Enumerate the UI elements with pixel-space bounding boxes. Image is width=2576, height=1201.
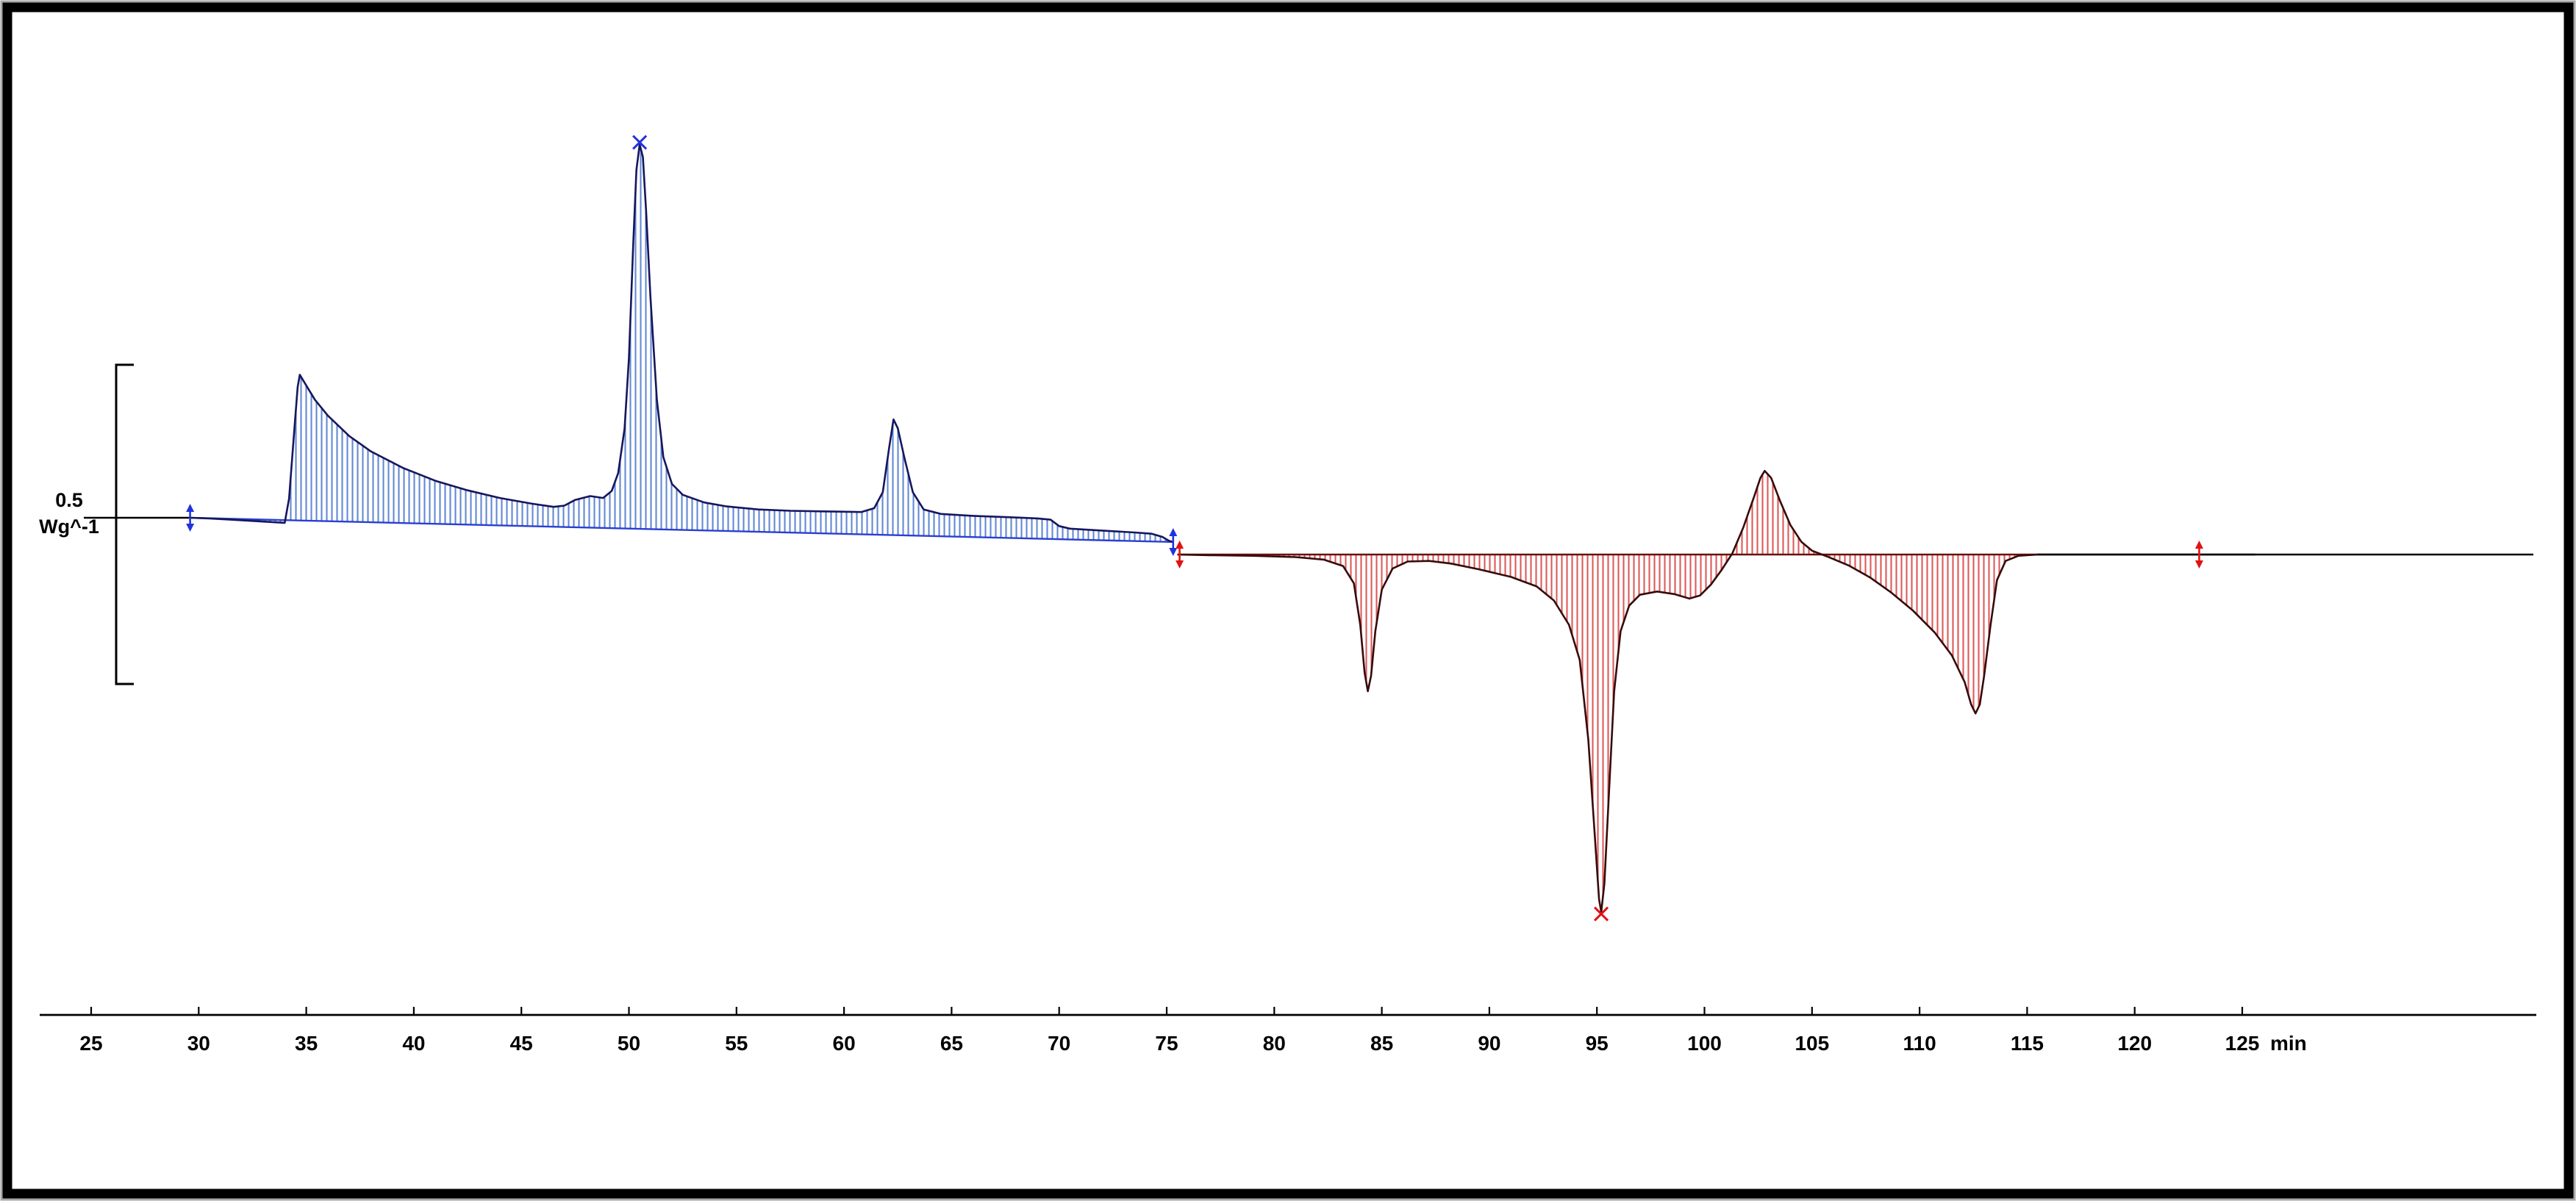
x-tick-label: 75 [1155, 1032, 1178, 1055]
x-tick-label: 110 [1903, 1032, 1936, 1055]
x-tick-label: 125 [2225, 1032, 2260, 1055]
x-tick-label: 60 [833, 1032, 856, 1055]
x-axis-unit-label: min [2270, 1032, 2307, 1055]
plot-layer: 25 30 35 40 45 50 55 60 65 70 75 80 85 90 95 100 105 110 1… [40, 135, 2536, 1055]
scale-bar-label: 0.5 Wg^-1 [29, 490, 109, 537]
x-tick-label: 105 [1795, 1032, 1829, 1055]
x-tick-label: 65 [940, 1032, 963, 1055]
x-tick-label: 30 [187, 1032, 210, 1055]
x-tick-label: 55 [725, 1032, 748, 1055]
cursor-marker[interactable] [186, 504, 195, 532]
segment-1-blue-baseline [190, 516, 1173, 544]
x-tick-label: 120 [2117, 1032, 2152, 1055]
cursor-marker[interactable] [1169, 527, 1178, 556]
x-tick-label: 115 [2011, 1032, 2044, 1055]
segment-1-blue-fill [190, 144, 1173, 542]
scale-bar-value: 0.5 [55, 489, 83, 511]
x-tick-label: 45 [510, 1032, 533, 1055]
x-tick-label: 40 [402, 1032, 425, 1055]
x-tick-label: 85 [1370, 1032, 1393, 1055]
scale-bar-unit: Wg^-1 [39, 516, 99, 538]
peak-x-marker [632, 135, 648, 150]
segment-2-red-fill [1177, 471, 2038, 913]
x-tick-label: 25 [79, 1032, 102, 1055]
x-tick-label: 50 [618, 1032, 640, 1055]
cursor-marker[interactable] [1176, 541, 1184, 569]
peak-x-marker [1593, 906, 1609, 922]
x-tick-label: 70 [1048, 1032, 1070, 1055]
x-tick-label: 95 [1586, 1032, 1609, 1055]
x-tick-label: 35 [295, 1032, 318, 1055]
x-tick-label: 80 [1263, 1032, 1286, 1055]
y-scale-bracket [115, 363, 134, 685]
segment-2-red-curve [1177, 470, 2255, 913]
x-tick-label: 90 [1478, 1032, 1500, 1055]
x-tick-label: 100 [1687, 1032, 1722, 1055]
cursor-marker[interactable] [2194, 541, 2203, 569]
segment-1-blue-curve [190, 143, 1174, 544]
